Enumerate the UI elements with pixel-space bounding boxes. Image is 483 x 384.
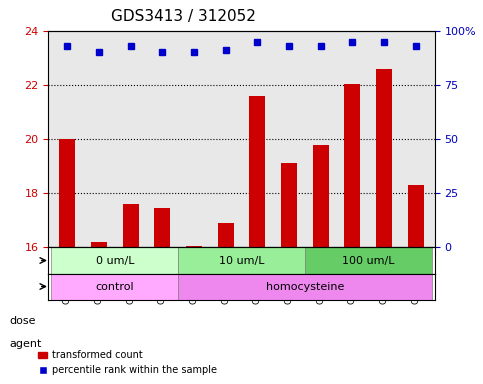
Bar — [249, 96, 265, 248]
Bar — [281, 164, 297, 248]
Bar — [186, 246, 202, 248]
Bar — [123, 204, 139, 248]
Bar — [59, 139, 75, 248]
Text: GDS3413 / 312052: GDS3413 / 312052 — [111, 9, 256, 24]
Bar — [313, 144, 328, 248]
Legend: transformed count, percentile rank within the sample: transformed count, percentile rank withi… — [34, 346, 221, 379]
Bar — [376, 69, 392, 248]
FancyBboxPatch shape — [178, 273, 431, 300]
FancyBboxPatch shape — [305, 248, 431, 273]
FancyBboxPatch shape — [52, 273, 178, 300]
Bar — [155, 208, 170, 248]
Text: 10 um/L: 10 um/L — [219, 255, 264, 265]
Bar — [408, 185, 424, 248]
Text: 0 um/L: 0 um/L — [96, 255, 134, 265]
Bar — [344, 84, 360, 248]
Bar — [91, 242, 107, 248]
Bar — [218, 223, 234, 248]
Text: 100 um/L: 100 um/L — [342, 255, 395, 265]
FancyBboxPatch shape — [178, 248, 305, 273]
Text: homocysteine: homocysteine — [266, 281, 344, 291]
Text: agent: agent — [10, 339, 42, 349]
Text: dose: dose — [10, 316, 36, 326]
FancyBboxPatch shape — [52, 248, 178, 273]
Text: control: control — [96, 281, 134, 291]
